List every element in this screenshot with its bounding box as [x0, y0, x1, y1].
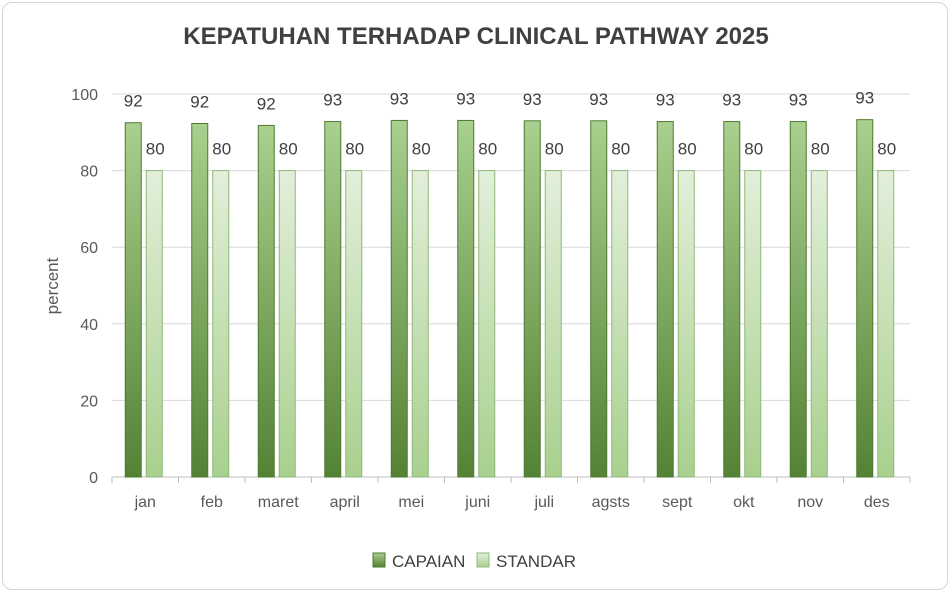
data-label-capaian-juni: 93 [456, 89, 475, 108]
bar-standar-agsts [611, 170, 629, 478]
bar-capaian-april [324, 121, 342, 478]
data-label-standar-april: 80 [345, 140, 364, 159]
y-tick-labels: 0 20 40 60 80 100 [71, 87, 98, 487]
bars [124, 119, 895, 478]
data-label-standar-juni: 80 [478, 140, 497, 159]
legend-swatch-capaian [372, 552, 386, 568]
bar-capaian-juli [523, 120, 541, 478]
bar-capaian-mei [390, 119, 408, 478]
bar-capaian-des [856, 119, 874, 478]
data-label-standar-agsts: 80 [611, 140, 630, 159]
bar-standar-juni [478, 170, 496, 478]
bar-capaian-juni [457, 119, 475, 478]
y-tick-100: 100 [71, 87, 98, 104]
x-tick-juli: juli [533, 494, 554, 511]
x-tick-jan: jan [134, 494, 156, 511]
data-label-standar-maret: 80 [279, 140, 298, 159]
bar-capaian-maret [257, 124, 275, 478]
y-tick-40: 40 [80, 317, 98, 334]
x-tick-maret: maret [258, 494, 299, 511]
x-tick-april: april [330, 494, 360, 511]
data-label-capaian-feb: 92 [190, 92, 209, 111]
data-label-capaian-des: 93 [855, 89, 874, 108]
y-tick-0: 0 [89, 470, 98, 487]
data-label-capaian-april: 93 [323, 91, 342, 110]
data-label-capaian-agsts: 93 [589, 90, 608, 109]
data-label-capaian-juli: 93 [523, 90, 542, 109]
x-tick-mei: mei [398, 494, 424, 511]
data-label-standar-sept: 80 [678, 140, 697, 159]
legend: CAPAIAN STANDAR [372, 552, 576, 571]
bar-standar-des [877, 170, 895, 478]
x-tick-okt: okt [733, 494, 755, 511]
data-labels: 92 80 92 80 92 80 93 80 93 80 93 80 93 80 93 80 93 80 93 80… [124, 89, 896, 159]
bar-standar-jan [145, 170, 163, 478]
data-label-standar-jan: 80 [146, 140, 165, 159]
legend-label-standar: STANDAR [496, 552, 576, 571]
bar-capaian-jan [124, 122, 142, 478]
x-tick-des: des [864, 494, 890, 511]
x-tick-nov: nov [797, 494, 823, 511]
x-tick-feb: feb [201, 494, 223, 511]
bar-standar-juli [544, 170, 562, 478]
data-label-standar-nov: 80 [811, 140, 830, 159]
x-tick-juni: juni [464, 494, 490, 511]
data-label-capaian-jan: 92 [124, 92, 143, 111]
data-label-standar-mei: 80 [412, 140, 431, 159]
data-label-standar-des: 80 [877, 140, 896, 159]
bar-standar-mei [411, 170, 429, 478]
y-tick-20: 20 [80, 393, 98, 410]
bar-capaian-nov [789, 121, 807, 478]
legend-swatch-standar [476, 552, 490, 568]
bar-capaian-agsts [590, 120, 608, 478]
bar-standar-maret [278, 170, 296, 478]
bar-standar-okt [744, 170, 762, 478]
x-tick-agsts: agsts [592, 494, 630, 511]
bar-capaian-okt [723, 121, 741, 478]
bar-standar-april [345, 170, 363, 478]
data-label-standar-feb: 80 [212, 140, 231, 159]
y-tick-60: 60 [80, 240, 98, 257]
data-label-standar-okt: 80 [744, 140, 763, 159]
bar-standar-nov [810, 170, 828, 478]
data-label-standar-juli: 80 [545, 140, 564, 159]
x-tick-labels: jan feb maret april mei juni juli agsts sept okt n… [111, 477, 911, 511]
y-tick-80: 80 [80, 164, 98, 181]
data-label-capaian-nov: 93 [789, 91, 808, 110]
bar-standar-feb [212, 170, 230, 478]
bar-capaian-feb [191, 122, 209, 478]
data-label-capaian-mei: 93 [390, 89, 409, 108]
data-label-capaian-okt: 93 [722, 91, 741, 110]
chart-title: KEPATUHAN TERHADAP CLINICAL PATHWAY 2025 [183, 23, 768, 50]
y-axis-label: percent [43, 257, 62, 314]
bar-standar-sept [677, 170, 695, 478]
x-tick-sept: sept [662, 494, 693, 511]
data-label-capaian-sept: 93 [656, 91, 675, 110]
data-label-capaian-maret: 92 [257, 94, 276, 113]
bar-capaian-sept [656, 121, 674, 478]
legend-label-capaian: CAPAIAN [392, 552, 465, 571]
